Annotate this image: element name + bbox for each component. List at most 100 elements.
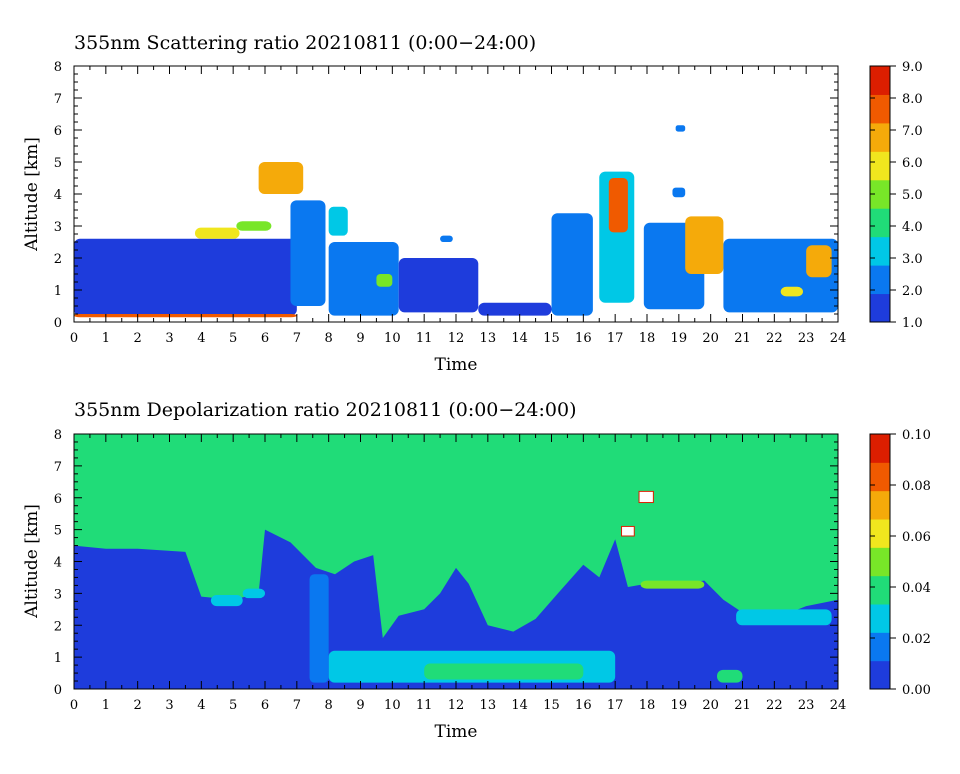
aerosol-layer xyxy=(74,529,838,689)
colorbar-segment xyxy=(870,265,890,295)
heatmap-cell xyxy=(242,588,265,599)
colorbar-tick-label: 2.0 xyxy=(902,284,923,299)
y-tick-label: 1 xyxy=(54,651,62,666)
x-tick-label: 19 xyxy=(671,698,688,713)
x-tick-label: 7 xyxy=(293,331,301,346)
colorbar-segment xyxy=(870,632,890,662)
x-tick-label: 21 xyxy=(734,331,751,346)
heatmap-cell xyxy=(736,609,832,626)
y-tick-label: 2 xyxy=(54,619,62,634)
x-tick-label: 0 xyxy=(70,698,78,713)
colorbar-segment xyxy=(870,179,890,209)
y-tick-label: 0 xyxy=(54,316,62,331)
colorbar-segment xyxy=(870,66,890,95)
x-tick-label: 24 xyxy=(830,331,847,346)
y-tick-label: 3 xyxy=(54,220,62,235)
heatmap-cell xyxy=(551,213,593,316)
x-tick-label: 10 xyxy=(384,698,401,713)
scattering-ratio-panel: 355nm Scattering ratio 20210811 (0:00−24… xyxy=(22,32,923,375)
heatmap-cell xyxy=(675,125,686,132)
y-tick-label: 2 xyxy=(54,252,62,267)
heatmap-cell xyxy=(672,187,686,198)
x-tick-label: 0 xyxy=(70,331,78,346)
x-tick-label: 6 xyxy=(261,698,269,713)
x-tick-label: 16 xyxy=(575,331,592,346)
colorbar-segment xyxy=(870,208,890,238)
x-tick-label: 20 xyxy=(702,698,719,713)
x-tick-label: 13 xyxy=(480,698,497,713)
colorbar-tick-label: 8.0 xyxy=(902,92,923,107)
heatmap-cell xyxy=(328,206,348,236)
x-tick-label: 14 xyxy=(511,698,528,713)
x-tick-label: 8 xyxy=(325,698,333,713)
x-tick-label: 2 xyxy=(134,331,142,346)
colorbar-tick-label: 4.0 xyxy=(902,220,923,235)
colorbar-tick-label: 9.0 xyxy=(902,60,923,75)
x-tick-label: 24 xyxy=(830,698,847,713)
x-tick-label: 16 xyxy=(575,698,592,713)
x-tick-label: 8 xyxy=(325,331,333,346)
colorbar-tick-label: 3.0 xyxy=(902,252,923,267)
colorbar-segment xyxy=(870,236,890,266)
x-axis-label: Time xyxy=(435,722,478,742)
heatmap-cell xyxy=(398,258,479,313)
heatmap-cell xyxy=(236,221,272,231)
x-tick-label: 11 xyxy=(416,331,433,346)
x-tick-label: 7 xyxy=(293,698,301,713)
colorbar-segment xyxy=(870,490,890,520)
y-tick-label: 1 xyxy=(54,284,62,299)
y-tick-label: 8 xyxy=(54,60,62,75)
colorbar-segment xyxy=(870,604,890,633)
x-tick-label: 12 xyxy=(448,698,465,713)
colorbar: 0.00 0.02 0.04 0.06 0.08 0.10 xyxy=(869,428,931,698)
heatmap-cell xyxy=(478,302,552,316)
x-tick-label: 23 xyxy=(798,331,815,346)
x-tick-label: 4 xyxy=(197,331,205,346)
x-tick-label: 23 xyxy=(798,698,815,713)
colorbar-segment xyxy=(870,293,890,323)
y-axis-label: Altitude [km] xyxy=(22,137,42,252)
heatmap-cell xyxy=(685,216,724,274)
x-tick-label: 9 xyxy=(356,331,364,346)
colorbar-segment xyxy=(870,519,890,548)
x-tick-label: 2 xyxy=(134,698,142,713)
heatmap-cell xyxy=(210,594,243,607)
x-tick-label: 22 xyxy=(766,331,783,346)
y-tick-label: 4 xyxy=(54,556,62,571)
colorbar-segment xyxy=(870,575,890,605)
colorbar-tick-label: 5.0 xyxy=(902,188,923,203)
colorbar-frame xyxy=(869,433,891,690)
heatmap-cell xyxy=(194,227,240,239)
heatmap-cell xyxy=(780,286,803,297)
x-tick-label: 18 xyxy=(639,698,656,713)
x-tick-label: 19 xyxy=(671,331,688,346)
x-tick-label: 1 xyxy=(102,331,110,346)
colorbar-tick-label: 7.0 xyxy=(902,124,923,139)
y-tick-label: 4 xyxy=(54,188,62,203)
y-tick-label: 8 xyxy=(54,428,62,443)
y-tick-label: 7 xyxy=(54,92,62,107)
x-tick-label: 15 xyxy=(543,698,560,713)
x-tick-label: 11 xyxy=(416,698,433,713)
x-tick-label: 15 xyxy=(543,331,560,346)
colorbar: 1.0 2.0 3.0 4.0 5.0 6.0 7.0 8.0 9.0 xyxy=(869,60,923,331)
heatmap-cell xyxy=(717,669,743,683)
chart-title: 355nm Depolarization ratio 20210811 (0:0… xyxy=(74,399,576,421)
colorbar-tick-label: 0.04 xyxy=(902,581,931,596)
y-tick-label: 7 xyxy=(54,460,62,475)
x-tick-label: 18 xyxy=(639,331,656,346)
saturated-cell xyxy=(638,490,654,504)
x-tick-label: 10 xyxy=(384,331,401,346)
depolarization-ratio-panel: 355nm Depolarization ratio 20210811 (0:0… xyxy=(22,399,931,742)
x-tick-label: 17 xyxy=(607,331,624,346)
heatmap-cell xyxy=(424,663,584,680)
colorbar-segment xyxy=(870,94,890,124)
heatmap-cell xyxy=(440,235,453,242)
x-tick-label: 9 xyxy=(356,698,364,713)
x-tick-label: 13 xyxy=(480,331,497,346)
heatmap-cell xyxy=(328,242,399,316)
colorbar-segment xyxy=(870,462,890,492)
x-tick-label: 22 xyxy=(766,698,783,713)
x-tick-label: 6 xyxy=(261,331,269,346)
